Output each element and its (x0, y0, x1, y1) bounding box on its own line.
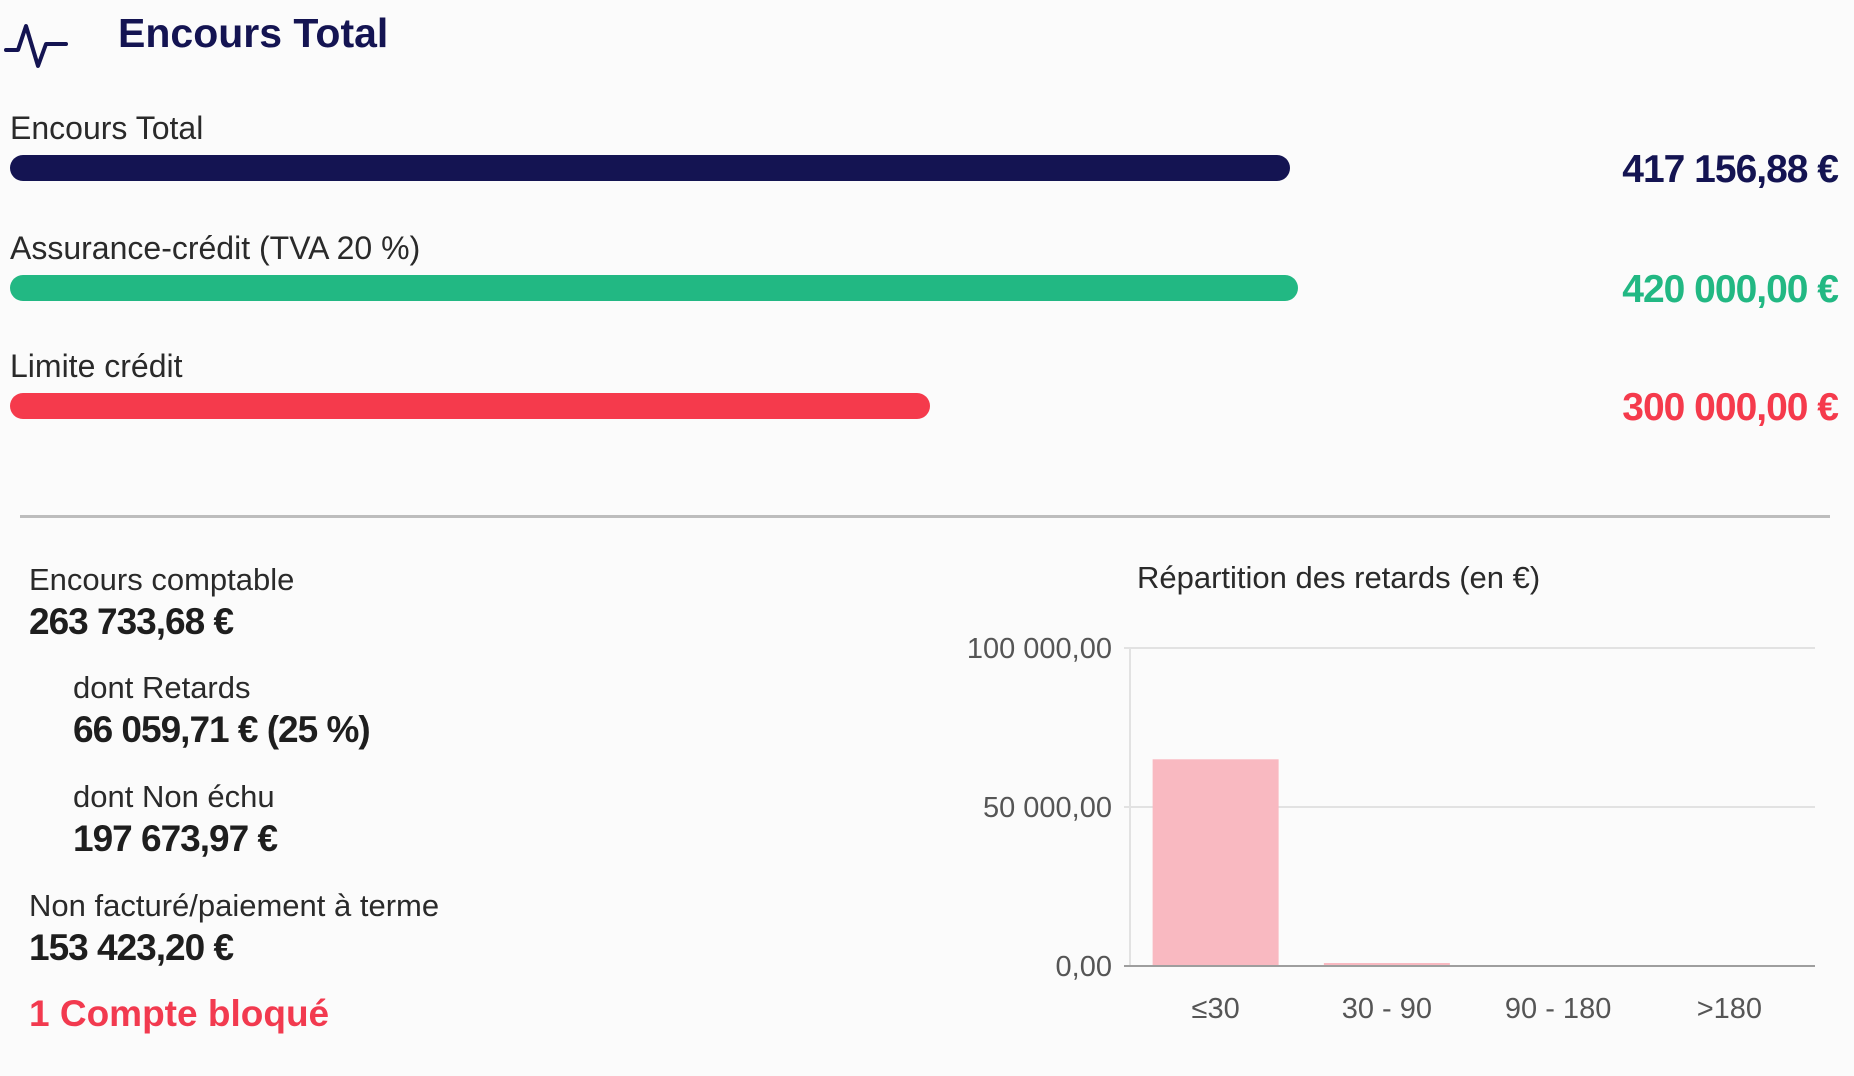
section-divider (20, 515, 1830, 518)
chart-y-ticks: 0,00 50 000,00 100 000,00 (967, 633, 1112, 983)
metric-amount: 420 000,00 € (1622, 268, 1839, 311)
chart-y-tick-label: 100 000,00 (967, 633, 1112, 665)
metric-assurance-credit: Assurance-crédit (TVA 20 %) 420 000,00 € (0, 230, 1854, 340)
chart-title: Répartition des retards (en €) (1137, 560, 1541, 595)
chart-bars (1152, 759, 1450, 966)
stat-label: Encours comptable (29, 562, 295, 597)
stat-value: 263 733,68 € (29, 601, 234, 642)
metric-bar (10, 393, 930, 419)
chart-y-tick-label: 50 000,00 (983, 792, 1112, 824)
stat-encours-comptable: Encours comptable 263 733,68 € (29, 560, 294, 644)
metric-label: Limite crédit (10, 348, 183, 384)
chart-x-tick-label: 90 - 180 (1505, 993, 1611, 1025)
stat-non-echu: dont Non échu 197 673,97 € (73, 777, 278, 861)
stat-label: Non facturé/paiement à terme (29, 888, 440, 923)
chart-x-ticks: ≤30 30 - 90 90 - 180 >180 (1192, 993, 1763, 1025)
delays-bar-chart: 0,00 50 000,00 100 000,00 ≤30 30 - 90 90 - 1… (967, 633, 1815, 1025)
metric-amount: 300 000,00 € (1622, 386, 1839, 429)
stat-non-facture: Non facturé/paiement à terme 153 423,20 … (29, 886, 439, 970)
chart-y-tick-label: 0,00 (1056, 951, 1112, 983)
metric-limite-credit: Limite crédit 300 000,00 € (0, 348, 1854, 458)
stat-label: dont Retards (73, 670, 251, 705)
metric-label: Assurance-crédit (TVA 20 %) (10, 230, 421, 266)
card-header: Encours Total (0, 0, 700, 80)
card-title: Encours Total (118, 10, 389, 56)
stat-value: 66 059,71 € (25 %) (73, 709, 371, 750)
stat-retards: dont Retards 66 059,71 € (25 %) (73, 668, 371, 752)
metric-encours-total: Encours Total 417 156,88 € (0, 110, 1854, 220)
metric-label: Encours Total (10, 110, 204, 146)
metric-amount: 417 156,88 € (1622, 148, 1839, 191)
metric-bar (10, 275, 1298, 301)
chart-x-tick-label: >180 (1697, 993, 1762, 1025)
blocked-accounts-link[interactable]: 1 Compte bloqué (29, 993, 330, 1034)
chart-x-tick-label: 30 - 90 (1342, 993, 1432, 1025)
chart-bar[interactable] (1323, 963, 1450, 966)
chart-x-tick-label: ≤30 (1192, 993, 1240, 1025)
stat-value: 197 673,97 € (73, 818, 278, 859)
activity-pulse-icon (4, 24, 68, 68)
metric-bar (10, 155, 1290, 181)
stat-value: 153 423,20 € (29, 927, 234, 968)
stat-label: dont Non échu (73, 779, 275, 814)
chart-bar[interactable] (1152, 759, 1279, 966)
stats-panel: Encours comptable 263 733,68 € dont Reta… (0, 560, 900, 1060)
